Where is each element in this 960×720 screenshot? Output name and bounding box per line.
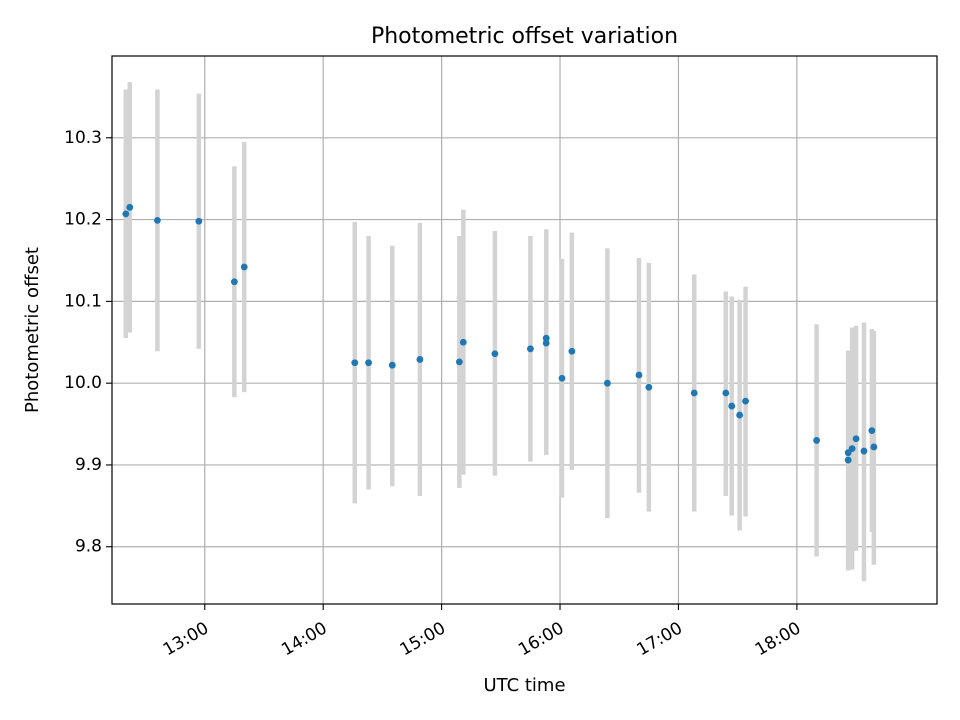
- chart-title: Photometric offset variation: [371, 24, 678, 49]
- data-point: [491, 350, 499, 358]
- data-point: [459, 338, 467, 346]
- y-tick-label: 10.0: [64, 373, 102, 393]
- data-point: [813, 437, 821, 444]
- data-point: [603, 379, 611, 387]
- data-point: [690, 389, 698, 397]
- data-point: [388, 361, 396, 369]
- data-point: [645, 383, 653, 391]
- data-point: [240, 263, 248, 271]
- grid: [112, 56, 937, 604]
- data-point: [870, 443, 878, 451]
- data-point: [558, 374, 566, 382]
- data-point: [455, 358, 463, 366]
- data-point: [728, 402, 736, 410]
- data-point: [722, 389, 730, 397]
- data-point: [527, 345, 534, 353]
- data-point: [860, 447, 868, 455]
- plot-frame: [111, 55, 938, 605]
- data-point: [736, 411, 744, 419]
- data-points: [122, 203, 878, 464]
- y-tick-label: 10.3: [64, 128, 102, 148]
- data-point: [568, 347, 576, 355]
- data-point: [848, 445, 856, 452]
- x-axis-label: UTC time: [483, 675, 565, 696]
- data-point: [122, 210, 130, 218]
- y-tick-label: 9.9: [75, 455, 102, 475]
- data-point: [868, 427, 876, 435]
- data-point: [844, 456, 852, 464]
- data-point: [195, 217, 203, 225]
- data-point: [542, 334, 550, 342]
- data-point: [365, 359, 372, 367]
- data-point: [635, 371, 643, 379]
- y-tick-label: 10.2: [64, 210, 102, 230]
- data-point: [742, 397, 749, 405]
- y-axis-label: Photometric offset: [22, 247, 43, 413]
- data-point: [416, 356, 424, 363]
- y-tick-label: 10.1: [64, 291, 102, 311]
- data-point: [126, 203, 134, 211]
- y-tick-label: 9.8: [75, 537, 102, 557]
- data-point: [153, 217, 161, 224]
- data-point: [542, 339, 550, 347]
- data-point: [852, 435, 860, 443]
- data-point: [351, 359, 359, 367]
- data-point: [230, 278, 238, 286]
